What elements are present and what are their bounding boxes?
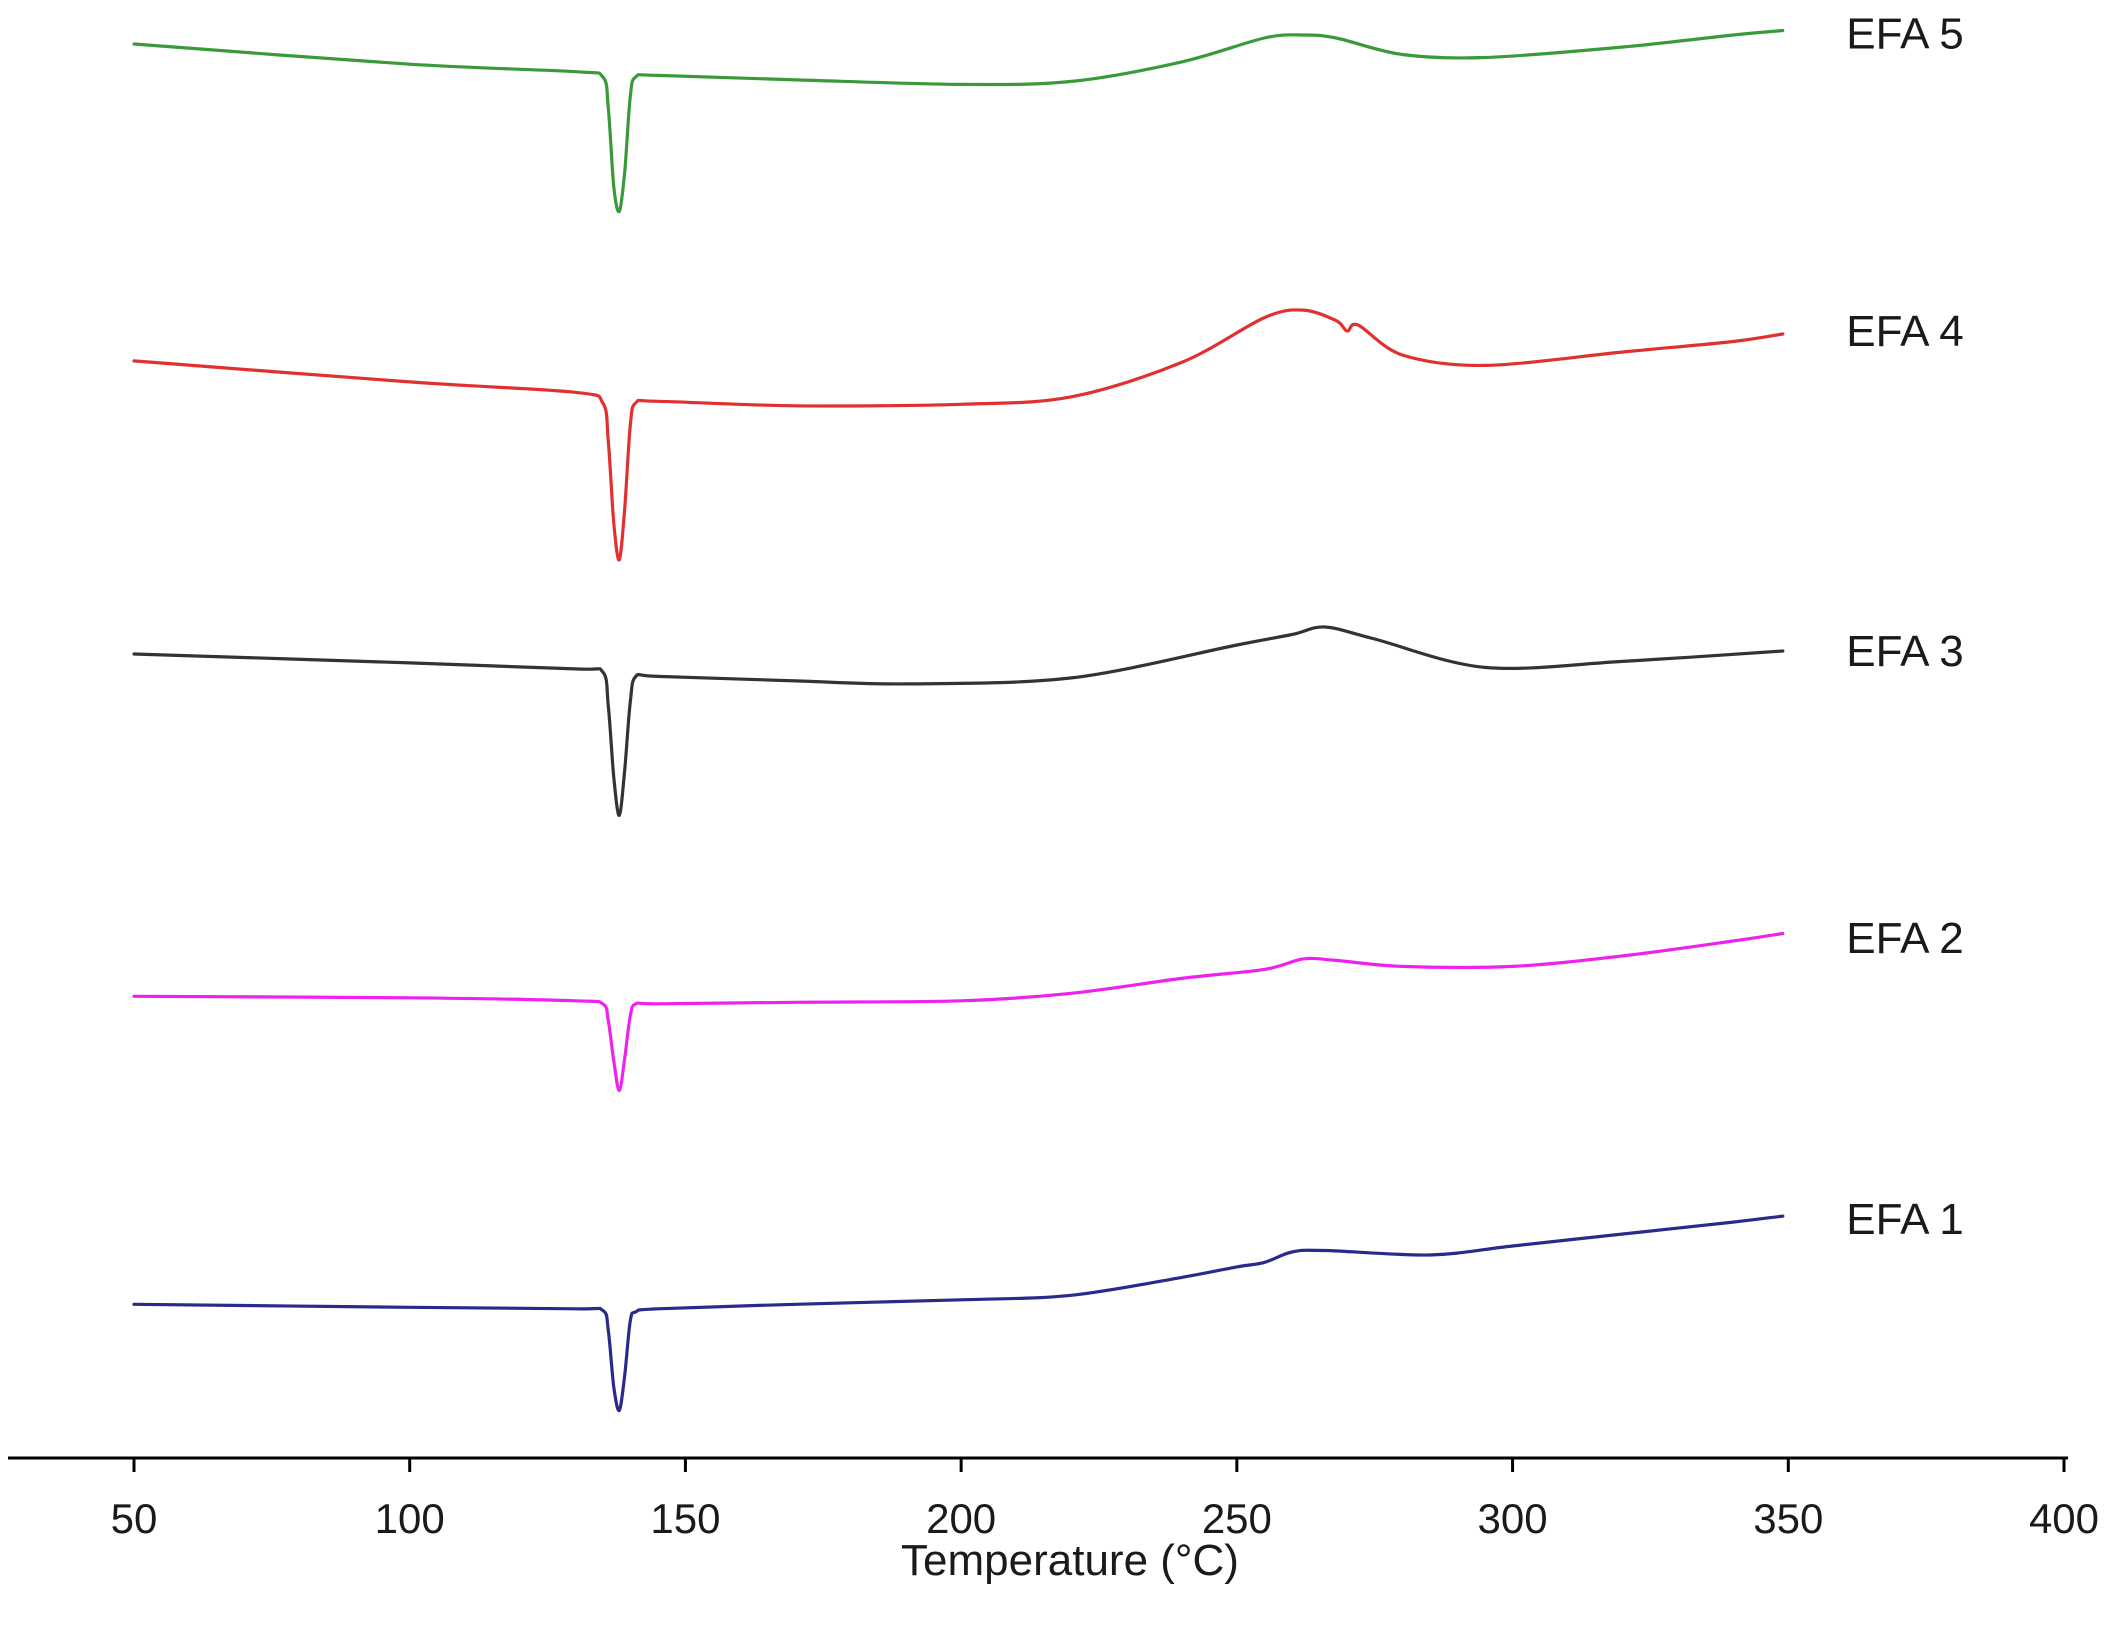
x-tick-label: 150 <box>650 1495 720 1542</box>
legend-labels: EFA 5 EFA 4 EFA 3 EFA 2 EFA 1 <box>1846 10 1963 1245</box>
series-line-efa-2 <box>132 931 1785 1093</box>
series-label: EFA 1 <box>1846 1195 1963 1244</box>
x-tick-label: 250 <box>1202 1495 1272 1542</box>
series-line-efa-4 <box>132 308 1785 562</box>
series-label: EFA 2 <box>1846 914 1963 963</box>
series-label: EFA 3 <box>1846 627 1963 676</box>
x-tick-label: 100 <box>375 1495 445 1542</box>
x-tick-label: 50 <box>111 1495 158 1542</box>
x-tick-label: 200 <box>926 1495 996 1542</box>
series-line-efa-3 <box>132 625 1785 818</box>
x-tick-label: 350 <box>1753 1495 1823 1542</box>
series-label: EFA 5 <box>1846 10 1963 59</box>
series-line-efa-5 <box>132 28 1785 214</box>
series-line-efa-1 <box>132 1214 1785 1413</box>
x-axis-title: Temperature (°C) <box>901 1536 1239 1585</box>
x-axis-ticks: 50 100 150 200 250 300 350 400 <box>111 1458 2099 1542</box>
series-label: EFA 4 <box>1846 307 1963 356</box>
x-tick-label: 400 <box>2029 1495 2099 1542</box>
series-layer <box>132 28 1785 1413</box>
x-tick-label: 300 <box>1478 1495 1548 1542</box>
